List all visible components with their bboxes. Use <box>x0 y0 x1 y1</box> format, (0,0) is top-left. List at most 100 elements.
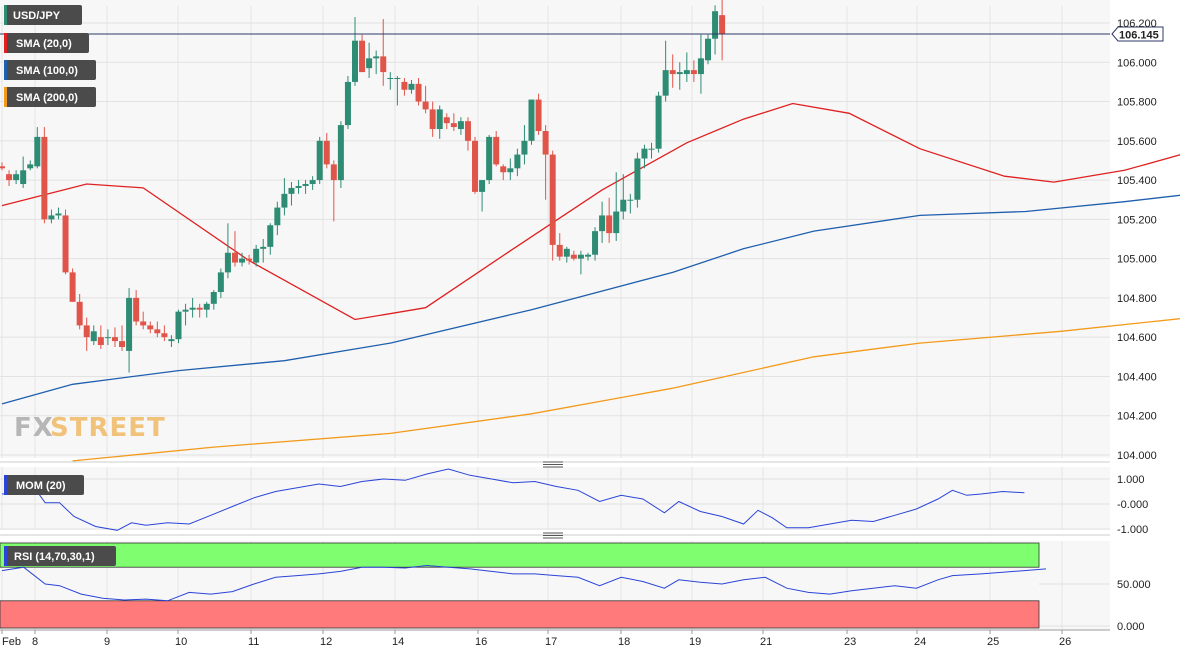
price-tick-label: 105.800 <box>1117 97 1157 109</box>
candle-body <box>606 215 613 234</box>
legend-sma-20[interactable]: SMA (20,0) <box>4 33 89 53</box>
candle-body <box>563 248 570 257</box>
candle-body <box>697 58 704 75</box>
candle-body <box>655 95 662 149</box>
candle-body <box>111 337 118 342</box>
candle-body <box>464 121 471 141</box>
candle-body <box>196 307 203 310</box>
time-tick-label: Feb <box>2 636 21 648</box>
candle-body <box>690 70 697 75</box>
logo-part-fx: FX <box>14 413 54 443</box>
candle-body <box>20 170 27 185</box>
candle-body <box>97 337 104 346</box>
candle-body <box>408 83 415 90</box>
candle-body <box>6 174 13 181</box>
candle-body <box>182 309 189 312</box>
time-tick-label: 25 <box>987 636 999 648</box>
legend-instrument[interactable]: USD/JPY <box>4 5 82 25</box>
candle-body <box>712 11 719 39</box>
candle-body <box>676 72 683 75</box>
candle-body <box>337 125 344 181</box>
candle-body <box>330 164 337 181</box>
candle-body <box>620 199 627 212</box>
sma-200-line <box>72 318 1180 462</box>
candle-body <box>126 297 133 351</box>
candle-body <box>140 321 147 326</box>
time-tick-label: 16 <box>475 636 487 648</box>
time-tick-label: 10 <box>175 636 187 648</box>
rsi-oversold-band <box>0 600 1040 629</box>
resize-handle-rsi[interactable] <box>543 532 563 539</box>
candle-body <box>161 333 168 338</box>
price-tick-label: 105.600 <box>1117 136 1157 148</box>
candle-body <box>500 166 507 173</box>
candle-body <box>528 99 535 141</box>
candle-body <box>210 292 217 304</box>
sma-20-path <box>1 102 1180 321</box>
candle-body <box>104 337 111 339</box>
candle-body <box>719 15 726 34</box>
candle-body <box>683 70 690 75</box>
candle-body <box>48 215 55 220</box>
candle-body <box>69 272 76 302</box>
candle-body <box>634 158 641 200</box>
legend-mom[interactable]: MOM (20) <box>4 475 84 495</box>
candle-body <box>0 166 5 169</box>
candle-body <box>309 180 316 185</box>
candle-body <box>599 215 606 232</box>
candle-body <box>662 70 669 96</box>
candle-body <box>119 341 126 347</box>
candle-body <box>429 109 436 130</box>
rsi-overbought-band <box>0 542 1040 568</box>
time-tick-label: 18 <box>618 636 630 648</box>
legend-sma-200[interactable]: SMA (200,0) <box>4 87 96 107</box>
candle-body <box>493 136 500 165</box>
rsi-path <box>1 564 1047 602</box>
candle-body <box>521 140 528 155</box>
legend-sma-100[interactable]: SMA (100,0) <box>4 60 96 80</box>
candle-body <box>401 81 408 90</box>
rsi-line <box>1 564 1047 602</box>
candle-body <box>535 99 542 131</box>
candle-body <box>281 193 288 208</box>
candle-body <box>323 140 330 165</box>
mom-gridlines <box>0 467 1110 530</box>
candle-body <box>168 339 175 342</box>
current-price-tag: 106.145 <box>1111 26 1164 42</box>
time-tick-label: 11 <box>248 636 259 648</box>
mom-axis: 1.000 -0.000 -1.000 <box>1117 474 1148 536</box>
logo-part-street: STREET <box>50 413 166 443</box>
time-tick-label: 26 <box>1059 636 1071 648</box>
candle-body <box>274 207 281 226</box>
mom-tick-label: -0.000 <box>1117 499 1148 511</box>
time-tick-label: 24 <box>914 636 926 648</box>
price-tick-label: 104.200 <box>1117 411 1157 423</box>
candle-body <box>613 211 620 234</box>
candle-body <box>260 246 267 249</box>
candle-body <box>577 254 584 259</box>
price-tick-label: 105.400 <box>1117 175 1157 187</box>
price-tick-label: 104.600 <box>1117 332 1157 344</box>
legend-sma-20-label: SMA (20,0) <box>16 38 72 50</box>
candle-body <box>34 136 41 167</box>
candle-body <box>422 101 429 110</box>
fxstreet-logo: FX STREET <box>14 413 166 443</box>
candle-body <box>380 56 387 73</box>
mom-panel-bg <box>0 467 1110 530</box>
candle-body <box>443 117 450 124</box>
rsi-tick-label: 0.000 <box>1117 621 1145 633</box>
resize-handle-mom[interactable] <box>543 461 563 468</box>
legend-rsi[interactable]: RSI (14,70,30,1) <box>4 546 116 566</box>
candle-body <box>507 168 514 173</box>
time-tick-label: 17 <box>545 636 557 648</box>
candle-body <box>217 272 224 293</box>
candle-body <box>147 325 154 330</box>
candle-body <box>592 231 599 255</box>
sma-200-path <box>72 318 1180 462</box>
candle-body <box>705 38 711 61</box>
time-tick-label: 21 <box>760 636 772 648</box>
legend-sma-100-label: SMA (100,0) <box>16 65 78 77</box>
candle-body <box>669 70 676 75</box>
candle-body <box>472 140 479 192</box>
